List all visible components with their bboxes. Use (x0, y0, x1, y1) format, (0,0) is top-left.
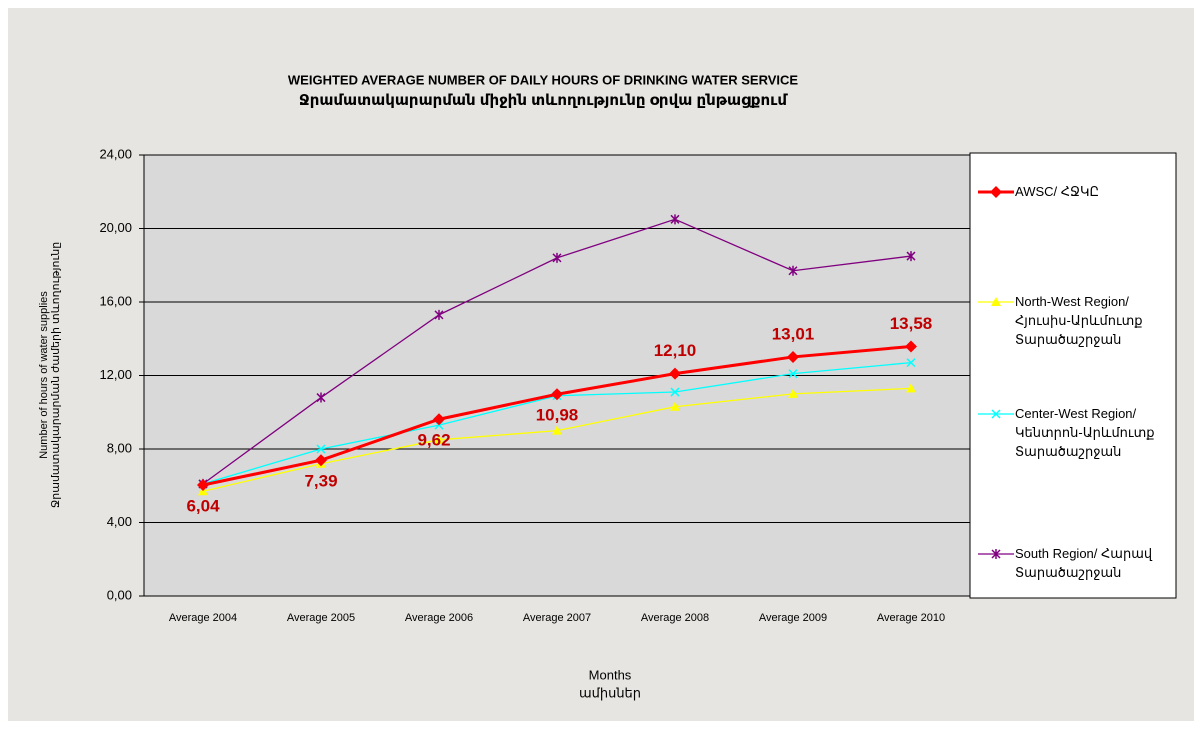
marker (315, 454, 327, 467)
data-label: 6,04 (186, 496, 220, 515)
x-tick-label: Average 2007 (523, 612, 591, 624)
legend-label: AWSC/ ՀՋԿԸ (1015, 184, 1100, 199)
marker (670, 387, 680, 397)
y-axis-label: Number of hours of water supplies (38, 291, 50, 459)
legend-label: North-West Region/ Հյուսիս-Արևմուտք Տարա… (1015, 294, 1143, 347)
marker (788, 388, 798, 398)
marker (787, 350, 799, 363)
legend-symbol (978, 409, 1014, 419)
marker (906, 383, 916, 393)
marker (434, 309, 444, 320)
marker (905, 340, 917, 353)
chart-title: WEIGHTED AVERAGE NUMBER OF DAILY HOURS O… (288, 72, 798, 87)
y-tick-label: 12,00 (99, 367, 132, 382)
legend-label: South Region/ Հարավ Տարածաշրջան (1015, 546, 1153, 580)
x-tick-label: Average 2010 (877, 612, 945, 624)
marker (670, 401, 680, 411)
marker (788, 265, 798, 276)
marker (991, 549, 1001, 559)
x-tick-label: Average 2008 (641, 612, 709, 624)
marker (552, 252, 562, 263)
y-tick-label: 0,00 (107, 587, 132, 602)
marker (991, 297, 1001, 306)
data-label: 12,10 (654, 341, 697, 360)
chart-subtitle: Ջրամատակարարման միջին տևողությունը օրվա … (299, 92, 788, 109)
data-label: 7,39 (304, 472, 337, 491)
y-tick-label: 24,00 (99, 146, 132, 161)
marker (552, 425, 562, 435)
data-label: 13,58 (890, 314, 933, 333)
marker (906, 358, 916, 368)
y-tick-label: 16,00 (99, 293, 132, 308)
x-tick-label: Average 2006 (405, 612, 473, 624)
marker (316, 392, 326, 403)
marker (670, 214, 680, 225)
marker (197, 479, 209, 492)
legend-symbol (978, 297, 1014, 306)
marker (434, 434, 444, 444)
y-tick-label: 20,00 (99, 220, 132, 235)
marker (788, 369, 798, 379)
data-label: 13,01 (772, 324, 815, 343)
marker (669, 367, 681, 380)
x-tick-label: Average 2004 (169, 612, 237, 624)
x-tick-label: Average 2009 (759, 612, 827, 624)
y-tick-label: 8,00 (107, 440, 132, 455)
marker (433, 413, 445, 426)
marker (551, 388, 563, 401)
data-label: 9,62 (417, 431, 450, 450)
legend-symbol (978, 549, 1014, 559)
marker (906, 251, 916, 262)
y-axis-label: Ջրամատակարարման ժամերի տևողությունը (50, 242, 62, 508)
marker (991, 409, 1001, 419)
x-tick-label: Average 2005 (287, 612, 355, 624)
marker (316, 444, 326, 454)
marker (990, 186, 1002, 198)
x-axis-label: Months (589, 667, 632, 682)
legend-label: Center-West Region/ Կենտրոն-Արևմուտք Տար… (1015, 406, 1155, 459)
legend-box (969, 152, 1177, 599)
x-axis-label: ամիսներ (579, 685, 641, 700)
legend-symbol (978, 186, 1014, 198)
data-label: 10,98 (536, 406, 579, 425)
y-tick-label: 4,00 (107, 514, 132, 529)
